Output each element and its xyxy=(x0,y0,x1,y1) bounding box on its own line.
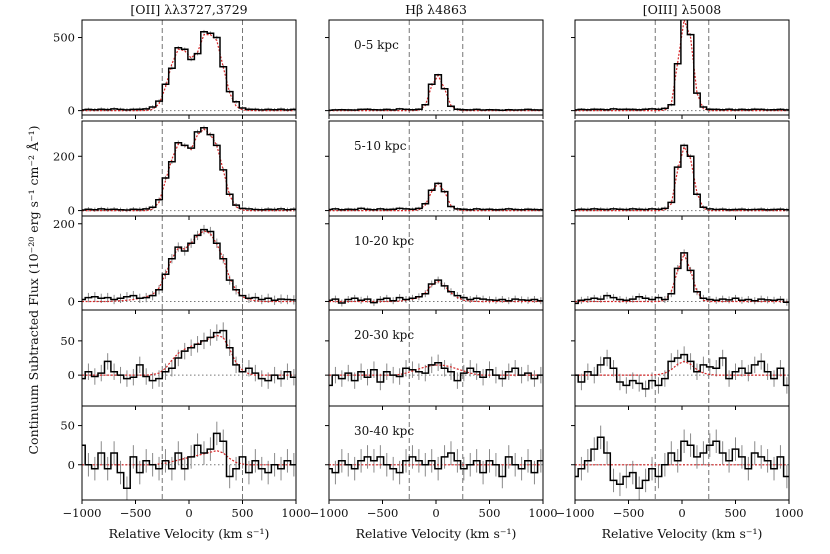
row-label: 10-20 kpc xyxy=(354,234,414,248)
panel-r3-c2 xyxy=(325,215,544,314)
x-tick-label: 1000 xyxy=(774,506,803,520)
y-axis-label: Continuum Subtracted Flux (10⁻²⁰ erg s⁻¹… xyxy=(26,125,41,454)
y-tick-label: 500 xyxy=(53,31,75,45)
x-tick-label: −1000 xyxy=(63,506,102,520)
panel-r1-c2 xyxy=(325,19,544,119)
data-step-line xyxy=(329,362,543,387)
panel-r2-c2 xyxy=(325,120,544,220)
x-tick-label: 0 xyxy=(432,506,439,520)
panel-r4-c1: 0 50 xyxy=(60,309,297,410)
column-title-3: [OIII] λ5008 xyxy=(643,2,722,17)
data-step-line xyxy=(82,30,296,111)
model-curve xyxy=(82,34,294,112)
x-tick-label: −1000 xyxy=(310,506,349,520)
panel-frame xyxy=(81,19,297,116)
panel-frame xyxy=(328,309,544,407)
panel-frame xyxy=(81,120,297,217)
y-tick-label: 0 xyxy=(68,368,75,382)
row-label: 5-10 kpc xyxy=(354,139,407,153)
panel-frame xyxy=(81,309,297,407)
x-tick-label: 0 xyxy=(185,506,192,520)
model-curve xyxy=(82,128,294,212)
y-tick-label: 0 xyxy=(68,104,75,118)
x-tick-label: −1000 xyxy=(556,506,595,520)
y-tick-label: 0 xyxy=(68,294,75,308)
panel-r2-c3 xyxy=(571,120,790,220)
y-tick-label: 50 xyxy=(60,419,75,433)
y-tick-label: 50 xyxy=(60,334,75,348)
x-tick-label: 500 xyxy=(725,506,747,520)
panel-r4-c3 xyxy=(571,309,790,410)
data-step-line xyxy=(575,353,789,390)
panel-frame xyxy=(574,120,790,217)
y-tick-label: 200 xyxy=(53,149,75,163)
model-curve xyxy=(575,360,787,376)
data-step-line xyxy=(82,228,296,302)
data-step-line xyxy=(82,127,296,211)
panel-frame xyxy=(328,215,544,311)
column-title-2: Hβ λ4863 xyxy=(405,2,467,17)
panel-r1-c1: 0 500 xyxy=(53,19,297,119)
panel-r5-c1: 0 50 −1000 −500 0 500 1000 xyxy=(60,405,311,520)
panel-frame xyxy=(328,19,544,116)
row-label: 30-40 kpc xyxy=(354,424,414,438)
data-step-line xyxy=(329,279,543,304)
panel-r5-c2: −1000 −500 0 500 1000 xyxy=(310,405,558,520)
column-title-1: [OII] λλ3727,3729 xyxy=(130,2,247,17)
data-step-line xyxy=(575,436,789,490)
model-curve xyxy=(575,252,787,303)
panel-r4-c2 xyxy=(325,309,544,410)
panel-frame xyxy=(328,120,544,217)
x-axis-label-3: Relative Velocity (km s⁻¹) xyxy=(602,526,763,541)
x-tick-label: −500 xyxy=(120,506,152,520)
y-tick-label: 0 xyxy=(68,458,75,472)
model-curve xyxy=(82,230,294,303)
data-step-line xyxy=(329,452,543,478)
panel-r2-c1: 0 200 xyxy=(53,120,297,220)
data-step-line xyxy=(329,74,543,111)
x-axis-label-2: Relative Velocity (km s⁻¹) xyxy=(356,526,517,541)
x-tick-label: −500 xyxy=(613,506,645,520)
data-step-line xyxy=(575,20,789,111)
x-tick-label: 500 xyxy=(232,506,254,520)
panel-r1-c3 xyxy=(571,19,790,119)
row-label: 0-5 kpc xyxy=(354,38,399,52)
y-tick-label: 200 xyxy=(53,217,75,231)
data-step-line xyxy=(82,432,296,490)
data-step-line xyxy=(575,144,789,211)
panel-r3-c1: 0 200 xyxy=(53,215,297,314)
x-tick-label: 0 xyxy=(678,506,685,520)
data-step-line xyxy=(329,182,543,211)
row-label: 20-30 kpc xyxy=(354,328,414,342)
data-step-line xyxy=(575,252,789,305)
x-tick-label: 1000 xyxy=(281,506,310,520)
x-tick-label: −500 xyxy=(367,506,399,520)
x-tick-label: 500 xyxy=(479,506,501,520)
data-step-line xyxy=(82,329,296,382)
panel-r5-c3: −1000 −500 0 500 1000 xyxy=(556,405,804,520)
y-tick-label: 0 xyxy=(68,204,75,218)
panel-r3-c3 xyxy=(571,215,790,314)
x-axis-label-1: Relative Velocity (km s⁻¹) xyxy=(109,526,270,541)
x-tick-label: 1000 xyxy=(528,506,557,520)
